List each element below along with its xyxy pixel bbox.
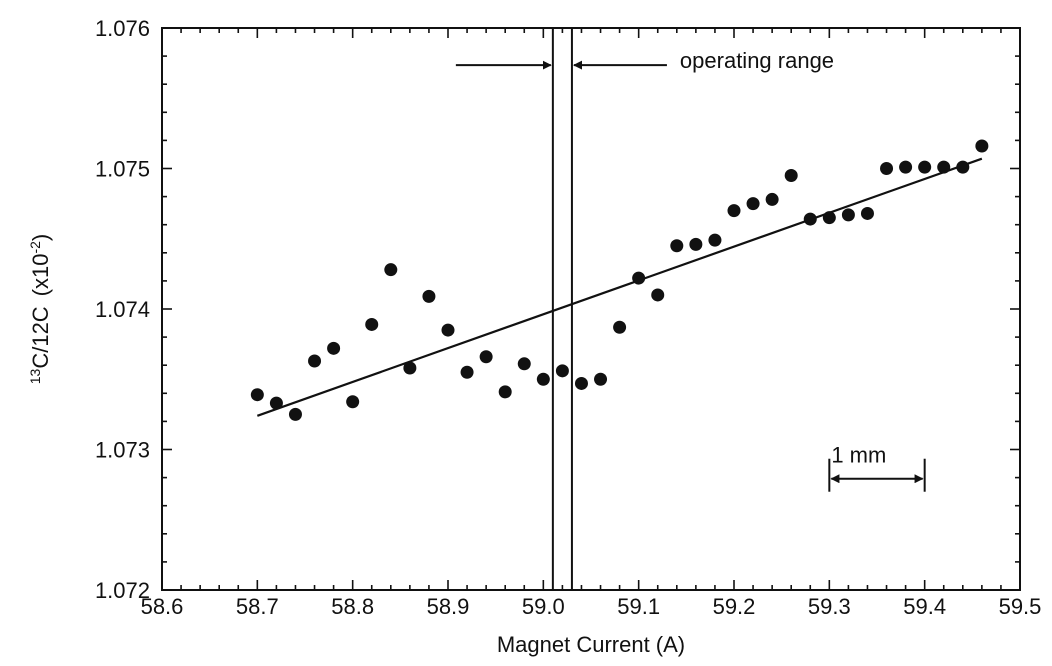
x-tick-label: 59.5 (999, 594, 1042, 619)
x-tick-labels: 58.6 58.7 58.8 58.9 59.0 59.1 59.2 59.3 59.4 59.5 (141, 594, 1042, 619)
data-point (403, 361, 417, 375)
data-point (250, 388, 264, 402)
data-point (708, 233, 722, 247)
tick-marks (161, 27, 1021, 591)
y-axis-title: 13C/12C (x10-2) (27, 234, 53, 385)
data-point (860, 206, 874, 220)
data-point (384, 263, 398, 277)
data-point (918, 160, 932, 174)
data-point (422, 289, 436, 303)
data-point (536, 372, 550, 386)
fit-line (256, 157, 983, 417)
svg-text:13C/12C(x10-2): 13C/12C (x10-2) (27, 234, 53, 385)
y-tick-label: 1.072 (95, 578, 150, 603)
data-point (327, 341, 341, 355)
data-point (937, 160, 951, 174)
y-axis-title-main: C/12C (28, 306, 53, 368)
data-point (288, 407, 302, 421)
x-tick-label: 59.3 (808, 594, 851, 619)
data-point (269, 396, 283, 410)
y-tick-label: 1.073 (95, 438, 150, 463)
y-tick-labels: 1.072 1.073 1.074 1.075 1.076 (95, 16, 150, 603)
y-tick-label: 1.074 (95, 297, 150, 322)
operating-range-marker: operating range (455, 28, 834, 590)
data-point (689, 237, 703, 251)
data-point (517, 357, 531, 371)
plot-frame (161, 27, 1021, 591)
x-tick-label: 58.7 (236, 594, 279, 619)
y-axis-title-exponent: -2 (27, 241, 43, 254)
operating-range-label: operating range (680, 48, 834, 73)
data-point (841, 208, 855, 222)
data-point (594, 372, 608, 386)
scale-bar: 1 mm (828, 443, 926, 492)
data-point (308, 354, 322, 368)
data-point (574, 376, 588, 390)
data-point (803, 212, 817, 226)
x-tick-label: 58.6 (141, 594, 184, 619)
data-point (479, 350, 493, 364)
data-point (975, 139, 989, 153)
y-tick-label: 1.075 (95, 157, 150, 182)
x-tick-label: 59.0 (522, 594, 565, 619)
y-tick-label: 1.076 (95, 16, 150, 41)
y-axis-title-unit: (x10 (28, 254, 53, 297)
data-point (746, 197, 760, 211)
data-point (765, 192, 779, 206)
x-axis-title: Magnet Current (A) (497, 632, 685, 657)
x-tick-label: 59.4 (903, 594, 946, 619)
x-tick-label: 59.2 (713, 594, 756, 619)
data-point (727, 204, 741, 218)
data-point (899, 160, 913, 174)
data-point (670, 239, 684, 253)
data-point (498, 385, 512, 399)
data-point (613, 320, 627, 334)
data-point (822, 211, 836, 225)
data-point (956, 160, 970, 174)
data-point (632, 271, 646, 285)
data-points (250, 139, 989, 421)
x-tick-label: 59.1 (617, 594, 660, 619)
y-axis-title-close: ) (28, 234, 53, 241)
data-point (441, 323, 455, 337)
scale-bar-label: 1 mm (831, 443, 886, 468)
data-point (651, 288, 665, 302)
y-axis-title-superscript: 13 (27, 368, 43, 384)
data-point (346, 395, 360, 409)
x-tick-label: 58.9 (427, 594, 470, 619)
data-point (460, 365, 474, 379)
x-tick-label: 58.8 (331, 594, 374, 619)
data-point (365, 317, 379, 331)
data-point (880, 162, 894, 175)
data-point (784, 169, 798, 183)
data-point (555, 364, 569, 378)
